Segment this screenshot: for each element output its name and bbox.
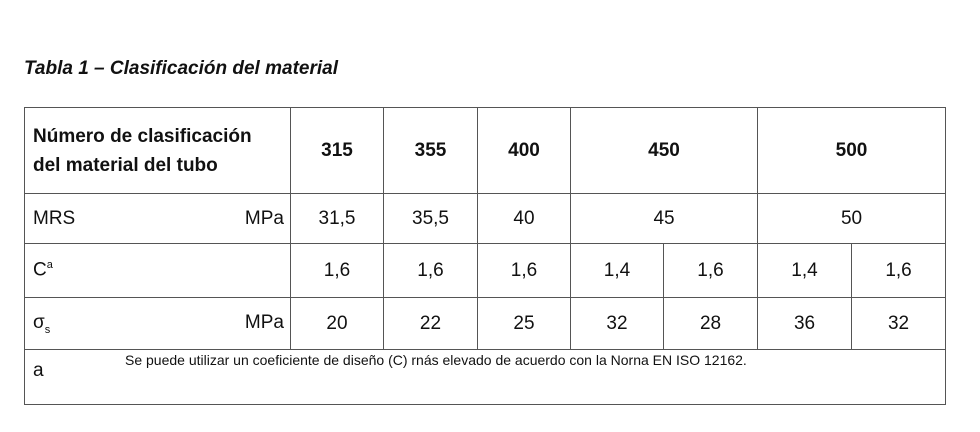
unit: MPa xyxy=(244,311,284,333)
header-row: Número de clasificación del material del … xyxy=(24,107,947,194)
cell: 31,5 xyxy=(290,193,384,244)
footnote-row: a Se puede utilizar un coeficiente de dis… xyxy=(23,349,947,405)
cell: 28 xyxy=(662,297,759,350)
class-header: 355 xyxy=(383,107,478,194)
cell: 1,6 xyxy=(477,243,571,298)
class-header: 400 xyxy=(477,107,571,194)
cell: 36 xyxy=(757,297,853,350)
cell: 32 xyxy=(570,297,664,350)
header-line: del material del tubo xyxy=(33,154,218,176)
table-title: Tabla 1 – Clasificación del material xyxy=(24,58,338,79)
cell: 25 xyxy=(477,297,571,350)
row: σs MPa 20 22 25 32 28 36 32 xyxy=(24,297,947,350)
cell: 45 xyxy=(569,193,759,244)
class-header: 450 xyxy=(569,107,759,194)
label: MRS xyxy=(33,207,76,229)
cell: 50 xyxy=(757,193,947,244)
row-label: σs MPa xyxy=(24,297,291,350)
cell: 22 xyxy=(383,297,478,350)
footnote-text: Se puede utilizar un coeficiente de dise… xyxy=(125,352,747,368)
cell: 1,6 xyxy=(662,243,759,298)
footnote-cell: a Se puede utilizar un coeficiente de dis… xyxy=(23,349,947,405)
unit: MPa xyxy=(244,207,284,229)
label-sup: a xyxy=(46,259,53,272)
label: C xyxy=(33,259,47,281)
cell: 1,4 xyxy=(757,243,853,298)
class-header: 315 xyxy=(290,107,384,194)
cell: 1,6 xyxy=(383,243,478,298)
cell: 1,4 xyxy=(570,243,664,298)
cell: 20 xyxy=(290,297,384,350)
cell: 35,5 xyxy=(383,193,478,244)
cell: 1,6 xyxy=(851,243,947,298)
row-label: MRS MPa xyxy=(24,193,291,244)
cell: 32 xyxy=(851,297,947,350)
cell: 1,6 xyxy=(290,243,384,298)
footnote-marker: a xyxy=(33,360,44,381)
table: Número de clasificación del material del … xyxy=(23,107,947,405)
label-sub: s xyxy=(44,323,51,336)
cell: 40 xyxy=(477,193,571,244)
row-label: Ca xyxy=(24,243,291,298)
header-label: Número de clasificación del material del … xyxy=(24,107,291,194)
label: σ xyxy=(33,311,45,333)
header-line: Número de clasificación xyxy=(33,125,252,147)
class-header: 500 xyxy=(757,107,947,194)
row: Ca 1,6 1,6 1,6 1,4 1,6 1,4 1,6 xyxy=(24,243,947,298)
row: MRS MPa 31,5 35,5 40 45 50 xyxy=(24,193,947,244)
